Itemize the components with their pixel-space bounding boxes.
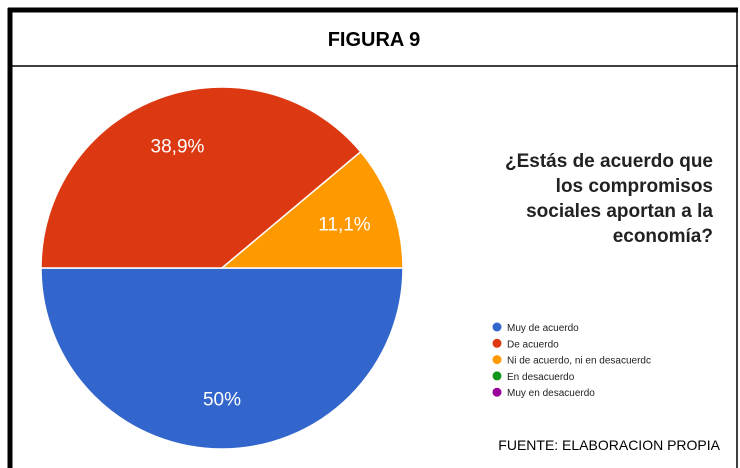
- pie-slice: [40, 86, 362, 269]
- legend-swatch: [492, 387, 502, 397]
- source-note: FUENTE: ELABORACION PROPIA: [498, 437, 720, 453]
- chart-title: economía?: [613, 226, 713, 247]
- legend-label: Muy en desacuerdo: [507, 388, 595, 399]
- legend-swatch: [492, 355, 502, 365]
- legend-label: Muy de acuerdo: [507, 323, 579, 334]
- chart-title: ¿Estás de acuerdo que: [505, 151, 713, 172]
- figure-title: FIGURA 9: [328, 29, 421, 51]
- slice-label: 11,1%: [318, 214, 371, 235]
- legend-label: Ni de acuerdo, ni en desacuerdc: [507, 356, 651, 367]
- legend-swatch: [492, 322, 502, 332]
- slice-label: 50%: [203, 389, 241, 410]
- chart-title: sociales aportan a la: [526, 201, 713, 222]
- slice-label: 38,9%: [151, 137, 205, 158]
- legend-label: De acuerdo: [507, 339, 559, 350]
- pie-slice: [40, 267, 404, 450]
- pie-slice: [219, 150, 404, 269]
- legend-swatch: [492, 338, 502, 348]
- legend-label: En desacuerdo: [507, 372, 575, 383]
- legend-swatch: [492, 371, 502, 381]
- chart-title: los compromisos: [556, 176, 713, 197]
